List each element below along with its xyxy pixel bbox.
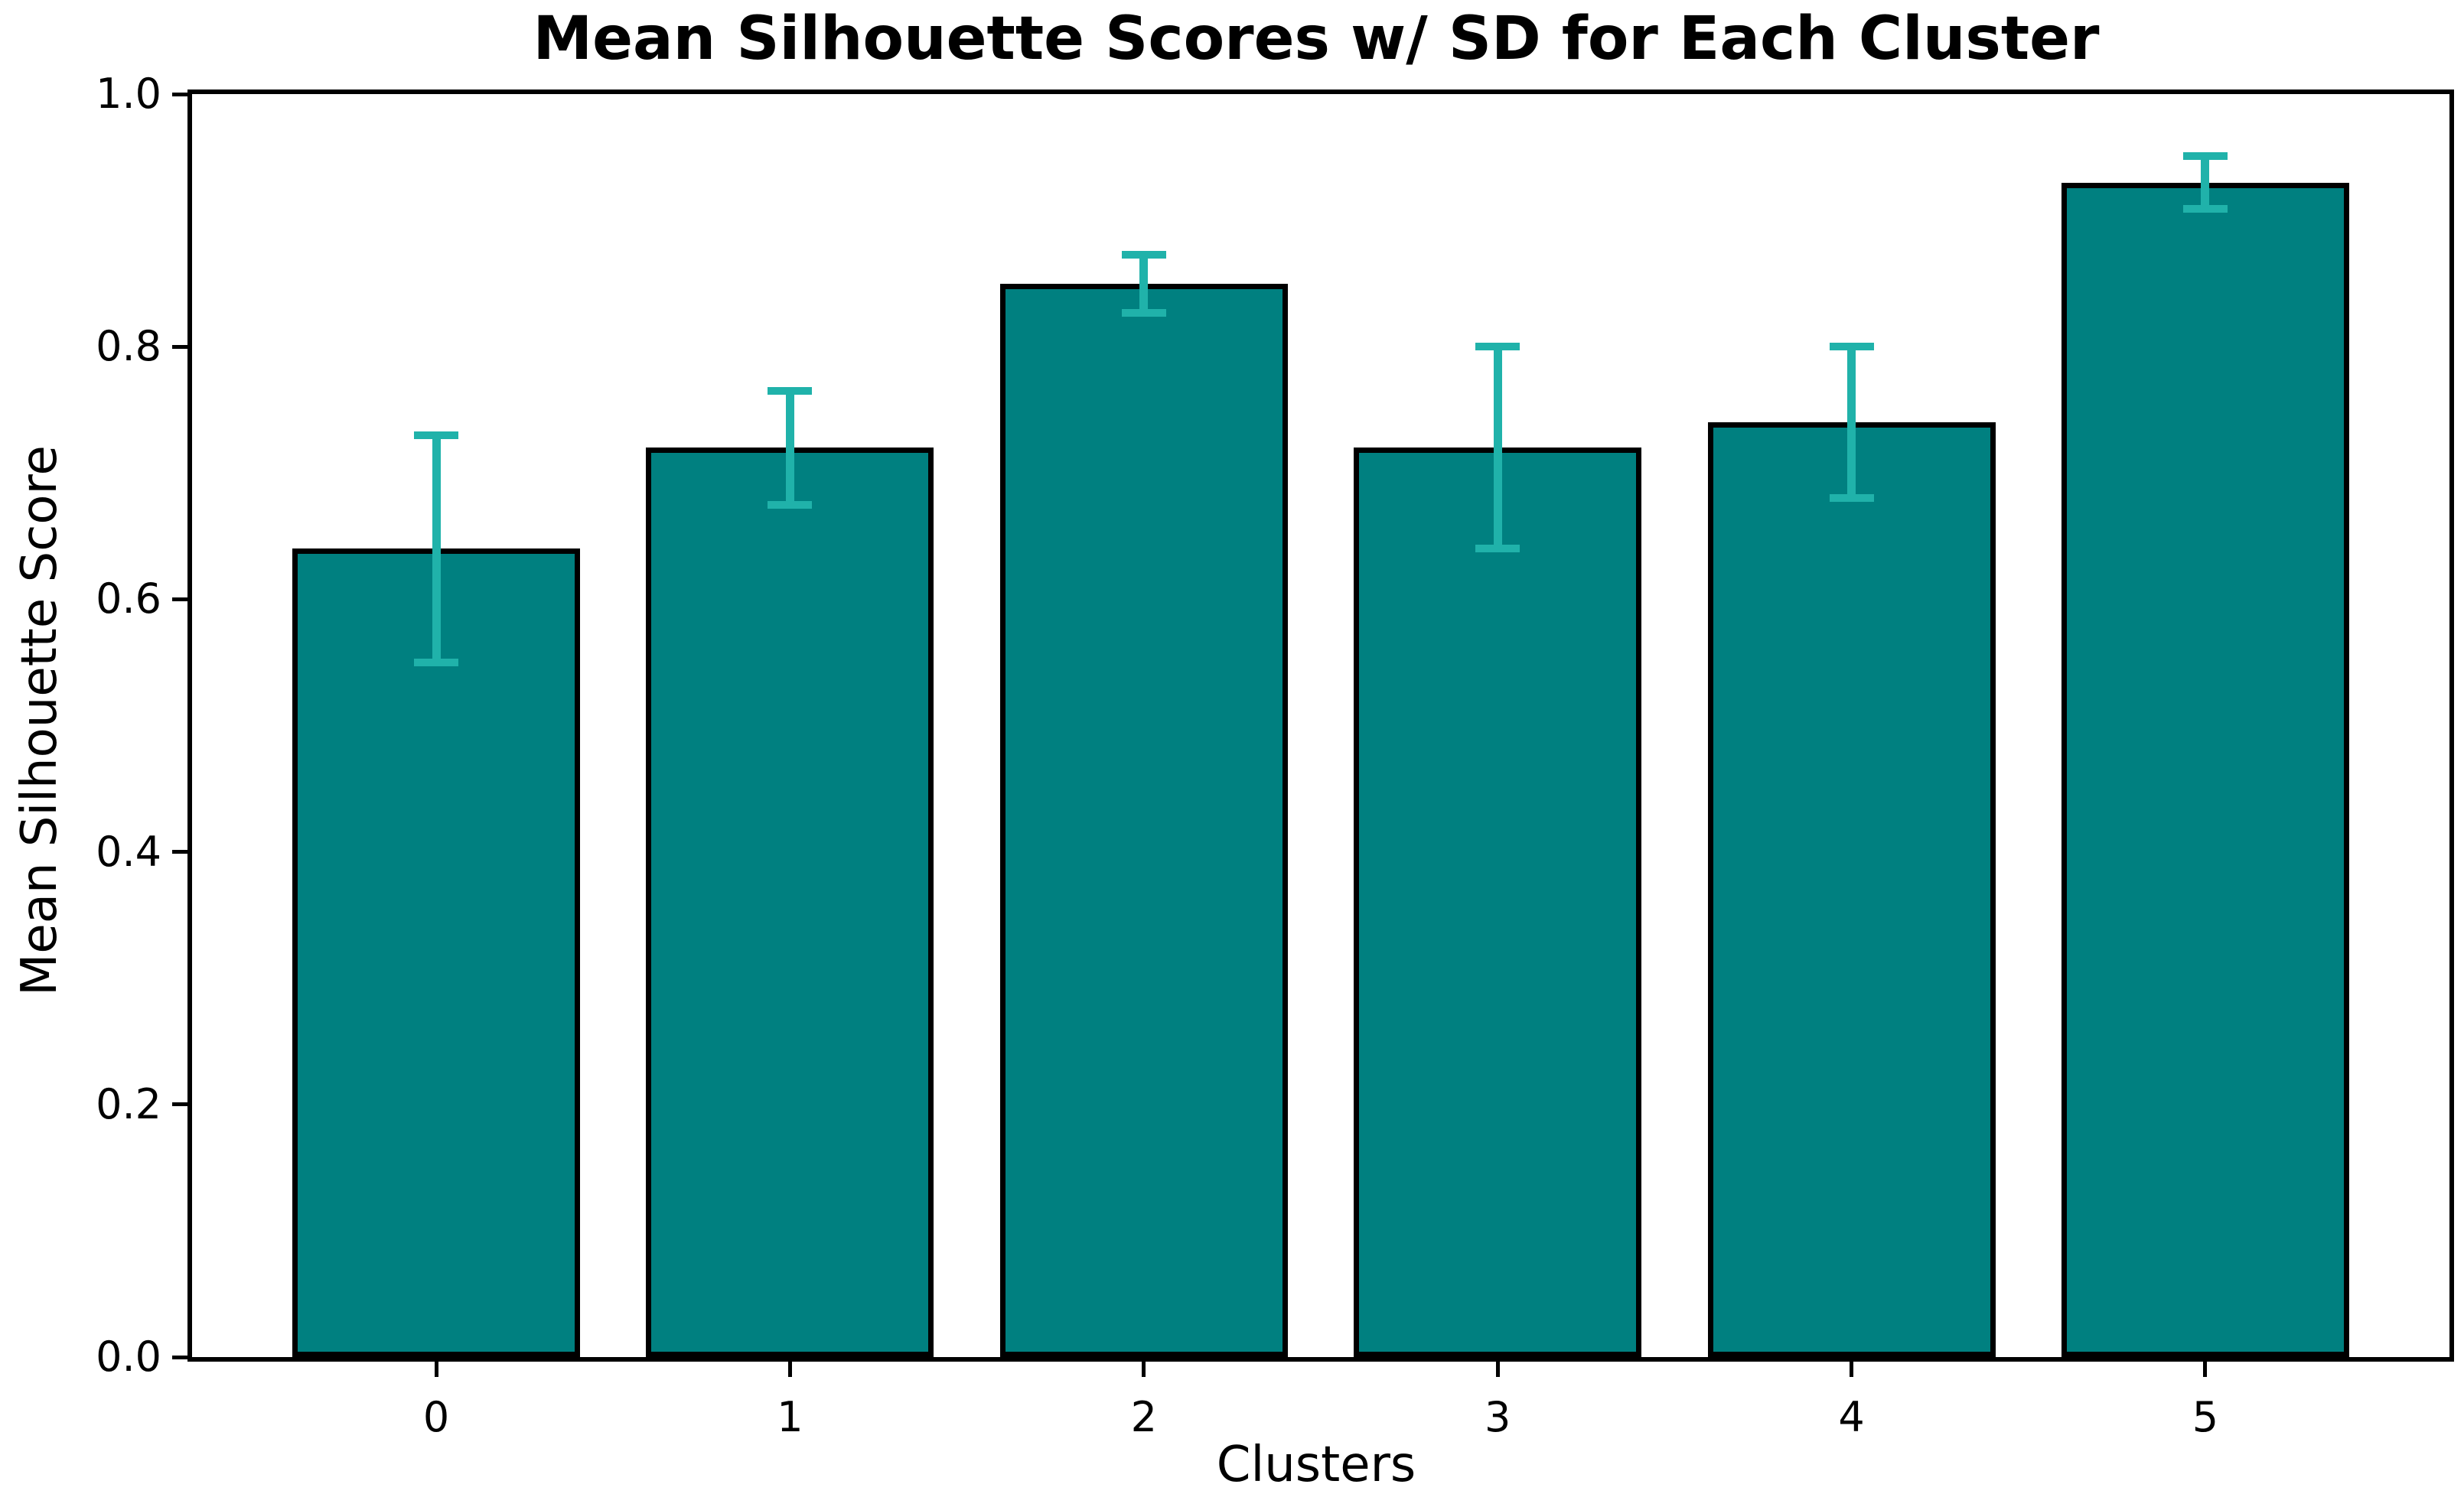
error-bar-cap — [2182, 205, 2228, 213]
error-bar-cap — [1475, 545, 1520, 553]
error-bar-cap — [1829, 494, 1874, 503]
x-tick-mark — [1850, 1362, 1854, 1377]
x-tick-mark — [434, 1362, 438, 1377]
x-tick-label: 4 — [1838, 1393, 1865, 1441]
y-tick-mark — [172, 850, 187, 854]
error-bar-line — [1493, 347, 1502, 549]
x-tick-label: 0 — [422, 1393, 450, 1441]
error-bar-cap — [1121, 308, 1166, 317]
y-tick-mark — [172, 597, 187, 601]
bar-cluster-0 — [292, 548, 581, 1357]
x-tick-mark — [787, 1362, 792, 1377]
error-bar-line — [432, 435, 441, 662]
bar-cluster-1 — [646, 448, 934, 1357]
x-tick-mark — [1142, 1362, 1146, 1377]
bar-cluster-3 — [1354, 448, 1642, 1357]
x-tick-mark — [2203, 1362, 2208, 1377]
error-bar-cap — [768, 386, 813, 395]
error-bar-cap — [414, 431, 459, 439]
x-tick-mark — [1495, 1362, 1500, 1377]
bar-cluster-4 — [1707, 422, 1996, 1357]
error-bar-cap — [414, 658, 459, 666]
bar-cluster-2 — [999, 283, 1288, 1357]
y-tick-mark — [172, 1355, 187, 1359]
bar-cluster-5 — [2061, 182, 2349, 1357]
x-tick-label: 1 — [777, 1393, 803, 1441]
y-tick-mark — [172, 344, 187, 349]
chart-title: Mean Silhouette Scores w/ SD for Each Cl… — [533, 5, 2100, 73]
y-axis-label: Mean Silhouette Score — [11, 445, 68, 996]
x-tick-label: 2 — [1130, 1393, 1157, 1441]
y-tick-mark — [172, 1102, 187, 1107]
error-bar-cap — [768, 500, 813, 509]
plot-area: 0.0 0.2 0.4 0.6 0.8 1.0 0 1 2 3 4 5 — [96, 73, 2454, 1438]
y-tick-label: 0.2 — [96, 1079, 161, 1128]
error-bar-line — [1139, 254, 1149, 313]
x-tick-label: 3 — [1485, 1393, 1511, 1441]
error-bar-cap — [1121, 250, 1166, 259]
y-tick-label: 1.0 — [96, 70, 161, 118]
x-tick-label: 5 — [2192, 1393, 2219, 1441]
y-tick-mark — [172, 92, 187, 96]
y-tick-label: 0.0 — [96, 1333, 161, 1381]
x-axis-label: Clusters — [1216, 1437, 1416, 1493]
error-bar-line — [1847, 347, 1856, 499]
y-tick-label: 0.4 — [96, 827, 161, 876]
error-bar-line — [2201, 155, 2210, 210]
y-tick-label: 0.6 — [96, 574, 161, 623]
error-bar-cap — [1475, 343, 1520, 351]
error-bar-cap — [1829, 343, 1874, 351]
error-bar-cap — [2182, 151, 2228, 160]
error-bar-line — [785, 390, 794, 505]
y-tick-label: 0.8 — [96, 322, 161, 371]
